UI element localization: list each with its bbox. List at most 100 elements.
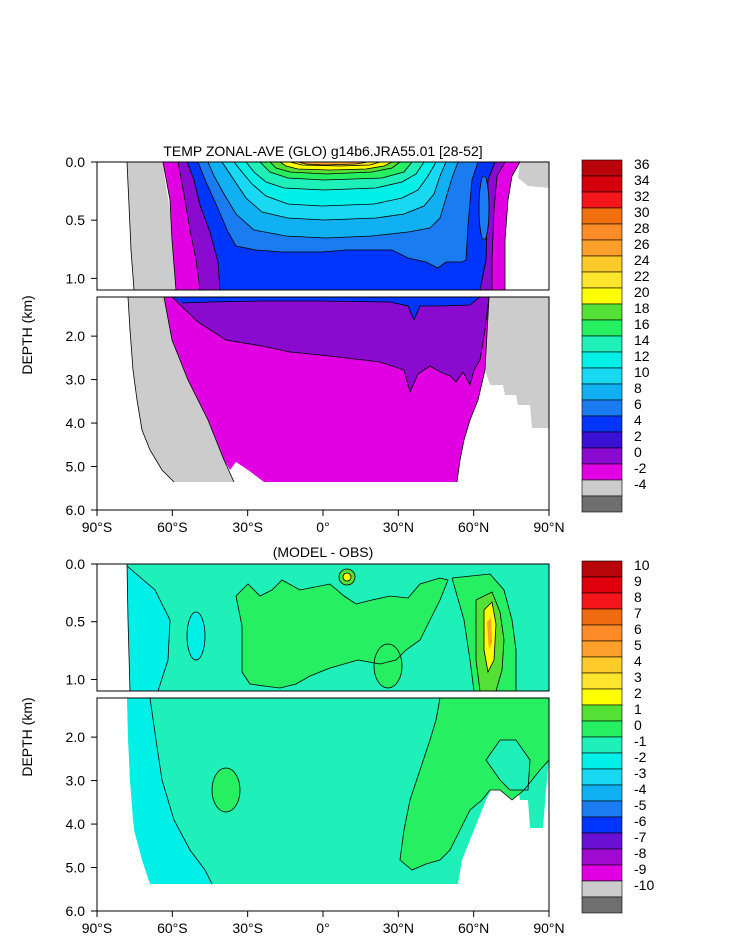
colorbar-box bbox=[581, 223, 623, 241]
colorbar-box bbox=[581, 303, 623, 321]
panel2-lower-field bbox=[97, 698, 549, 911]
temp-warm-spot bbox=[478, 175, 490, 241]
panel1-axes: 0.0 0.5 1.0 2.0 3.0 4.0 5.0 6.090°S 60°S 30°S 0° 30… bbox=[19, 154, 565, 535]
colorbar-label: 8 bbox=[634, 589, 642, 605]
bottom-white-2 bbox=[97, 884, 549, 911]
colorbar-label: -7 bbox=[634, 829, 647, 845]
xtick-label: 60°N bbox=[458, 519, 489, 535]
diff-m2-m1 bbox=[127, 566, 170, 691]
colorbar-label: 10 bbox=[634, 557, 650, 573]
xtick-label: 0° bbox=[316, 920, 329, 936]
colorbar-box bbox=[581, 399, 623, 417]
xtick-label: 0° bbox=[316, 519, 329, 535]
colorbar-box bbox=[581, 752, 623, 770]
colorbar-box bbox=[581, 383, 623, 401]
colorbar-label: 6 bbox=[634, 396, 642, 412]
panel2-axes: 0.0 0.5 1.0 2.0 3.0 4.0 5.0 6.090°S 60°S 30°S 0° 30… bbox=[19, 556, 565, 936]
colorbar-box bbox=[581, 447, 623, 465]
colorbar-box bbox=[581, 848, 623, 866]
colorbar-box bbox=[581, 880, 623, 898]
xtick-label: 60°S bbox=[157, 920, 188, 936]
colorbar-label: -8 bbox=[634, 845, 647, 861]
temp-4-6-deep bbox=[172, 297, 480, 320]
colorbar-label: 0 bbox=[634, 444, 642, 460]
colorbar-box bbox=[581, 784, 623, 802]
ytick-label: 2.0 bbox=[66, 729, 86, 745]
colorbar-label: -3 bbox=[634, 765, 647, 781]
temp-lower-contours bbox=[127, 297, 490, 483]
colorbar-box bbox=[581, 656, 623, 674]
colorbar-label: 2 bbox=[634, 685, 642, 701]
ytick-label: 5.0 bbox=[66, 860, 86, 876]
colorbar-label: 36 bbox=[634, 156, 650, 172]
colorbar-box bbox=[581, 207, 623, 225]
colorbar-box bbox=[581, 351, 623, 369]
colorbar-box bbox=[581, 624, 623, 642]
colorbar-box bbox=[581, 768, 623, 786]
ytick-label: 0.0 bbox=[66, 154, 86, 170]
ylabel: DEPTH (km) bbox=[19, 295, 35, 374]
colorbar-box bbox=[581, 479, 623, 497]
diff-anomaly-south bbox=[186, 611, 206, 661]
colorbar-label: 30 bbox=[634, 204, 650, 220]
colorbar-label: 16 bbox=[634, 316, 650, 332]
diff-patch-mid bbox=[211, 767, 241, 813]
ytick-label: 4.0 bbox=[66, 816, 86, 832]
colorbar-box bbox=[581, 287, 623, 305]
xtick-label: 30°N bbox=[383, 519, 414, 535]
bottom-white bbox=[97, 482, 549, 510]
colorbar-box bbox=[581, 720, 623, 738]
colorbar-label: -9 bbox=[634, 861, 647, 877]
colorbar-label: -10 bbox=[634, 877, 654, 893]
colorbar-label: 22 bbox=[634, 268, 650, 284]
ytick-label: 6.0 bbox=[66, 502, 86, 518]
panel1-lower-field bbox=[97, 297, 549, 510]
colorbar-label: -2 bbox=[634, 460, 647, 476]
colorbar-label: -2 bbox=[634, 749, 647, 765]
xtick-label: 90°N bbox=[533, 519, 564, 535]
colorbar-label: 26 bbox=[634, 236, 650, 252]
colorbar-box bbox=[581, 415, 623, 433]
colorbar-box bbox=[581, 864, 623, 882]
panel2-upper-frame bbox=[96, 563, 550, 692]
colorbar-box bbox=[581, 688, 623, 706]
colorbar-box bbox=[581, 367, 623, 385]
xtick-label: 30°S bbox=[232, 920, 263, 936]
colorbar-box bbox=[581, 592, 623, 610]
colorbar-label: 5 bbox=[634, 637, 642, 653]
colorbar-label: 24 bbox=[634, 252, 650, 268]
colorbar-label: 4 bbox=[634, 412, 642, 428]
colorbar-box bbox=[581, 800, 623, 818]
temp-upper-contours bbox=[126, 162, 521, 290]
colorbar-box bbox=[581, 736, 623, 754]
colorbar-box bbox=[581, 159, 623, 177]
panel-difference: (MODEL - OBS) bbox=[19, 544, 565, 936]
ytick-label: 2.0 bbox=[66, 328, 86, 344]
colorbar-label: -1 bbox=[634, 733, 647, 749]
colorbar-box bbox=[581, 255, 623, 273]
colorbar-box bbox=[581, 175, 623, 193]
xtick-label: 90°N bbox=[533, 920, 564, 936]
panel1-upper-frame bbox=[96, 161, 550, 291]
temp-2-4-deep bbox=[172, 297, 489, 392]
colorbar-box bbox=[581, 672, 623, 690]
antarctic-land bbox=[127, 162, 176, 290]
antarctic-slope bbox=[128, 297, 234, 482]
ylabel: DEPTH (km) bbox=[19, 697, 35, 776]
ytick-label: 0.5 bbox=[66, 614, 86, 630]
ytick-label: 5.0 bbox=[66, 459, 86, 475]
diff-anomaly-sub bbox=[373, 643, 403, 689]
ytick-label: 4.0 bbox=[66, 415, 86, 431]
colorbar-label: 6 bbox=[634, 621, 642, 637]
diff-0-1-tropics bbox=[236, 578, 448, 688]
colorbar-label: -4 bbox=[634, 476, 647, 492]
colorbar-box bbox=[581, 560, 623, 578]
colorbar-box bbox=[581, 335, 623, 353]
panel2-title: (MODEL - OBS) bbox=[273, 544, 374, 560]
xtick-label: 90°S bbox=[82, 519, 113, 535]
panel-temperature: TEMP ZONAL-AVE (GLO) g14b6.JRA55.01 [28-… bbox=[19, 143, 565, 535]
colorbar-box bbox=[581, 239, 623, 257]
diff-m1-0-north bbox=[486, 740, 530, 790]
